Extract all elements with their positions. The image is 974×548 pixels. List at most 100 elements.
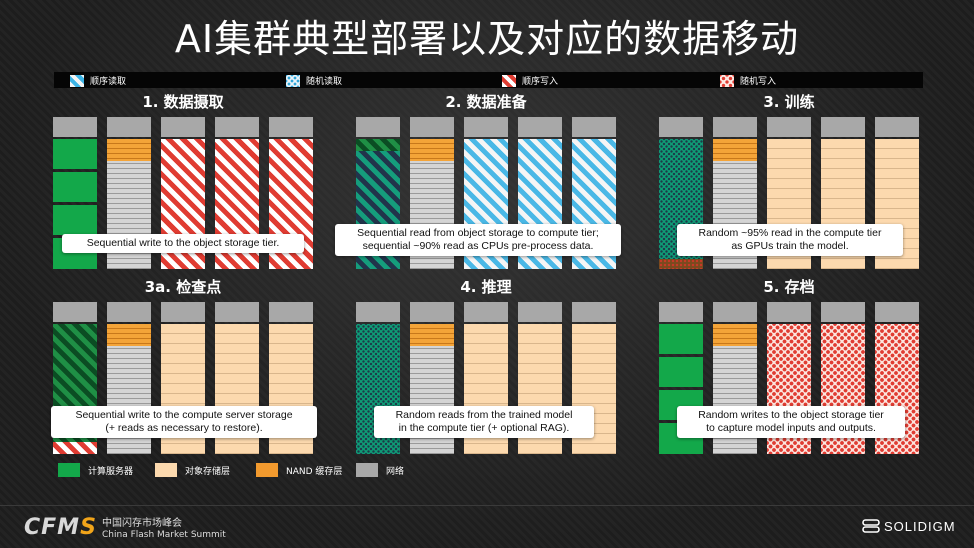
solidigm-mark-icon bbox=[862, 519, 880, 533]
legend-label: 随机读取 bbox=[306, 77, 343, 87]
network-block bbox=[269, 302, 313, 322]
network-block bbox=[821, 117, 865, 137]
network-block bbox=[659, 302, 703, 322]
caption-line: (+ reads as necessary to restore). bbox=[105, 422, 263, 434]
nand-cache-block bbox=[107, 324, 151, 346]
legend-label: 对象存储层 bbox=[185, 466, 231, 477]
caption-line: Sequential write to the compute server s… bbox=[75, 409, 293, 421]
compute-block bbox=[659, 357, 703, 387]
caption-line: sequential ~90% read as CPUs pre-process… bbox=[362, 240, 594, 252]
legend-item-compute: 计算服务器 bbox=[58, 463, 133, 477]
summit-name-cn: 中国闪存市场峰会 bbox=[102, 518, 182, 529]
network-block bbox=[107, 117, 151, 137]
caption-line: as GPUs train the model. bbox=[731, 240, 849, 252]
network-block bbox=[875, 117, 919, 137]
network-block bbox=[464, 117, 508, 137]
caption-line: Random ~95% read in the compute tier bbox=[698, 227, 882, 239]
compute-block bbox=[53, 139, 97, 169]
network-swatch-icon bbox=[356, 463, 378, 477]
network-block bbox=[464, 302, 508, 322]
panel-caption: Sequential read from object storage to c… bbox=[335, 224, 621, 256]
legend-label: 顺序写入 bbox=[522, 77, 559, 87]
legend-label: 随机写入 bbox=[740, 77, 777, 87]
network-block bbox=[215, 117, 259, 137]
legend-item-network: 网络 bbox=[356, 463, 404, 477]
caption-line: Sequential read from object storage to c… bbox=[357, 227, 599, 239]
network-block bbox=[572, 302, 616, 322]
page-title: AI集群典型部署以及对应的数据移动 bbox=[174, 17, 800, 61]
compute-block bbox=[659, 324, 703, 354]
logo-text: S bbox=[80, 515, 97, 540]
random-write-block bbox=[659, 259, 703, 269]
network-block bbox=[713, 117, 757, 137]
network-block bbox=[875, 302, 919, 322]
solidigm-logo: SOLIDIGM bbox=[862, 517, 956, 535]
pattern-legend: 顺序读取 随机读取 顺序写入 随机写入 bbox=[54, 72, 923, 88]
sequential-write-block bbox=[356, 139, 400, 151]
network-block bbox=[410, 117, 454, 137]
network-block bbox=[767, 302, 811, 322]
panel-title-inference: 4. 推理 bbox=[460, 278, 512, 296]
cfms-logo: CFMS bbox=[24, 515, 97, 540]
nand-cache-block bbox=[713, 324, 757, 346]
legend-item-random-write: 随机写入 bbox=[720, 74, 776, 87]
panel-caption: Sequential write to the object storage t… bbox=[62, 234, 304, 253]
legend-item-sequential-write: 顺序写入 bbox=[502, 74, 558, 87]
network-block bbox=[269, 117, 313, 137]
compute-server-swatch-icon bbox=[58, 463, 80, 477]
random-write-swatch-icon bbox=[720, 74, 734, 87]
nand-cache-block bbox=[410, 324, 454, 346]
logo-text: CFM bbox=[24, 515, 81, 540]
panel-title-checkpoint: 3a. 检查点 bbox=[144, 278, 222, 296]
panel-title-train: 3. 训练 bbox=[763, 93, 815, 111]
legend-label: 顺序读取 bbox=[90, 77, 127, 87]
caption-line: in the compute tier (+ optional RAG). bbox=[398, 422, 570, 434]
panel-title-archive: 5. 存档 bbox=[763, 278, 815, 296]
network-block bbox=[215, 302, 259, 322]
sequential-write-swatch-icon bbox=[502, 74, 516, 87]
network-block bbox=[161, 302, 205, 322]
legend-item-random-read: 随机读取 bbox=[286, 74, 342, 87]
legend-label: NAND 缓存层 bbox=[286, 466, 343, 477]
legend-item-nand-cache: NAND 缓存层 bbox=[256, 463, 342, 477]
caption-line: Random reads from the trained model bbox=[395, 409, 573, 421]
object-storage-swatch-icon bbox=[155, 463, 177, 477]
brand-name: SOLIDIGM bbox=[884, 518, 956, 534]
panel-title-ingest: 1. 数据摄取 bbox=[142, 93, 224, 111]
legend-label: 网络 bbox=[386, 466, 405, 477]
legend-label: 计算服务器 bbox=[88, 466, 134, 477]
network-block bbox=[356, 302, 400, 322]
network-block bbox=[410, 302, 454, 322]
panel-caption: Random reads from the trained model in t… bbox=[374, 406, 594, 438]
network-block bbox=[53, 117, 97, 137]
network-block bbox=[161, 117, 205, 137]
panel-title-prepare: 2. 数据准备 bbox=[445, 93, 527, 111]
nand-cache-block bbox=[713, 139, 757, 161]
network-block bbox=[107, 302, 151, 322]
compute-block bbox=[53, 205, 97, 235]
legend-item-object-storage: 对象存储层 bbox=[155, 463, 230, 477]
network-block bbox=[572, 117, 616, 137]
sequential-read-swatch-icon bbox=[70, 74, 84, 87]
footer-divider bbox=[0, 505, 974, 506]
network-block bbox=[821, 302, 865, 322]
network-block bbox=[53, 302, 97, 322]
nand-cache-swatch-icon bbox=[256, 463, 278, 477]
panel-caption: Random writes to the object storage tier… bbox=[677, 406, 905, 438]
network-block bbox=[356, 117, 400, 137]
legend-item-sequential-read: 顺序读取 bbox=[70, 74, 126, 87]
network-block bbox=[518, 302, 562, 322]
network-block bbox=[713, 302, 757, 322]
caption-line: to capture model inputs and outputs. bbox=[706, 422, 876, 434]
summit-name-en: China Flash Market Summit bbox=[102, 530, 226, 540]
panel-caption: Sequential write to the compute server s… bbox=[51, 406, 317, 438]
sequential-read-block bbox=[53, 442, 97, 454]
network-block bbox=[518, 117, 562, 137]
nand-cache-block bbox=[107, 139, 151, 161]
random-read-swatch-icon bbox=[286, 74, 300, 87]
tier-legend: 计算服务器 对象存储层 NAND 缓存层 网络 bbox=[58, 463, 758, 479]
panel-caption: Random ~95% read in the compute tier as … bbox=[677, 224, 903, 256]
compute-block bbox=[53, 172, 97, 202]
network-block bbox=[767, 117, 811, 137]
caption-line: Random writes to the object storage tier bbox=[698, 409, 884, 421]
